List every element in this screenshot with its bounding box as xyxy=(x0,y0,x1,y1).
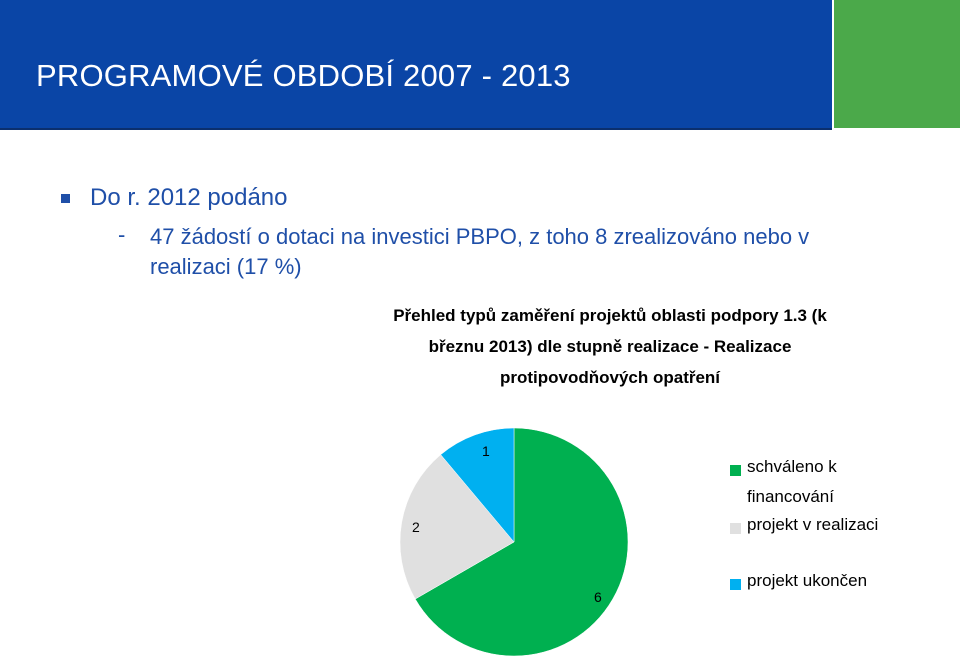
sub-bullet-dash: - xyxy=(118,222,126,247)
chart-title-line-2: březnu 2013) dle stupně realizace - Real… xyxy=(428,337,792,356)
legend-swatch-2 xyxy=(730,579,741,590)
pie-slice-1 xyxy=(399,454,515,600)
pie-slice-0 xyxy=(414,427,629,657)
pie-chart: 6 2 1 xyxy=(399,427,629,657)
header-accent-block xyxy=(834,0,960,128)
bullet-text: Do r. 2012 podáno xyxy=(90,184,288,211)
pie-slice-label-0: 6 xyxy=(594,589,602,605)
slide-title: PROGRAMOVÉ OBDOBÍ 2007 - 2013 xyxy=(36,58,571,93)
pie-slice-label-1: 2 xyxy=(412,519,420,535)
legend-swatch-1 xyxy=(730,523,741,534)
legend-swatch-0 xyxy=(730,465,741,476)
legend-label-2-0: projekt ukončen xyxy=(747,571,868,590)
chart-title-line-3: protipovodňových opatření xyxy=(499,368,721,387)
legend-label-0-0: schváleno k xyxy=(747,457,837,476)
slide-header-bar: PROGRAMOVÉ OBDOBÍ 2007 - 2013 xyxy=(0,0,832,130)
pie-slice-label-2: 1 xyxy=(482,443,490,459)
chart-title: Přehled typů zaměření projektů oblasti p… xyxy=(330,300,890,393)
sub-bullet-text: 47 žádostí o dotaci na investici PBPO, z… xyxy=(150,224,810,279)
square-bullet-icon xyxy=(61,194,70,203)
pie-slice-2 xyxy=(440,427,515,543)
legend-label-1-0: projekt v realizaci xyxy=(747,515,879,534)
legend-label-0-1: financování xyxy=(747,487,834,506)
chart-title-line-1: Přehled typů zaměření projektů oblasti p… xyxy=(393,306,827,325)
